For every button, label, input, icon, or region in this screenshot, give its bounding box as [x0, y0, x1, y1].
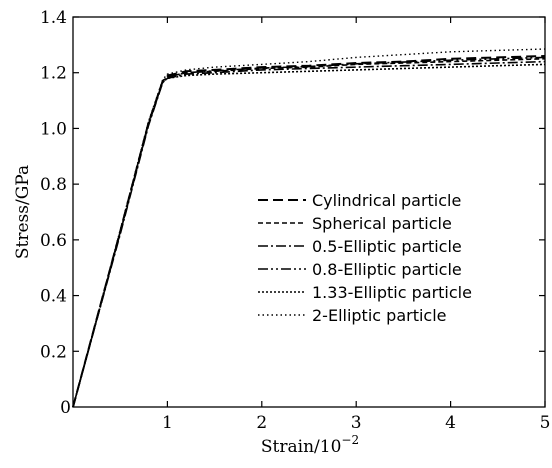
- x-axis-title-exponent: −2: [341, 433, 359, 447]
- series-line-5: [72, 63, 546, 408]
- series-line-3: [72, 60, 546, 408]
- x-tick-label: 3: [351, 413, 362, 433]
- legend-label-2: Spherical particle: [312, 214, 452, 233]
- y-tick-label: 0.2: [40, 342, 67, 362]
- y-axis-title: Stress/GPa: [13, 165, 33, 259]
- x-tick-label: 4: [445, 413, 456, 433]
- series-line-2: [72, 58, 546, 408]
- y-tick-label: 1.4: [40, 8, 67, 28]
- legend: Cylindrical particle Spherical particle 0.…: [258, 191, 472, 325]
- y-tick-label: 1.0: [40, 119, 67, 139]
- legend-label-5: 1.33-Elliptic particle: [312, 283, 472, 302]
- x-tick-label: 1: [162, 413, 173, 433]
- legend-label-4: 0.8-Elliptic particle: [312, 260, 462, 279]
- x-tick-label: 5: [540, 413, 551, 433]
- series-line-4: [72, 56, 546, 408]
- y-tick-label: 0.8: [40, 175, 67, 195]
- legend-label-6: 2-Elliptic particle: [312, 306, 447, 325]
- legend-label-3: 0.5-Elliptic particle: [312, 237, 462, 256]
- y-tick-label: 1.2: [40, 64, 67, 84]
- y-tick-label: 0.4: [40, 287, 67, 307]
- x-axis-title: Strain/10−2: [261, 433, 359, 457]
- plot-frame: [72, 16, 546, 408]
- series-line-6: [72, 48, 546, 408]
- x-tick-label: 2: [256, 413, 267, 433]
- y-tick-label: 0.6: [40, 231, 67, 251]
- tick-labels: 0 1 2 3 4 5 0.2 0.4 0.6 0.8 1.0 1.2 1.4: [40, 8, 550, 433]
- axis-ticks: [73, 16, 546, 407]
- legend-label-1: Cylindrical particle: [312, 191, 461, 210]
- x-axis-title-base: Strain/10: [261, 437, 341, 457]
- series-lines: [72, 48, 546, 408]
- series-line-1: [72, 55, 546, 408]
- origin-tick-label: 0: [60, 398, 71, 418]
